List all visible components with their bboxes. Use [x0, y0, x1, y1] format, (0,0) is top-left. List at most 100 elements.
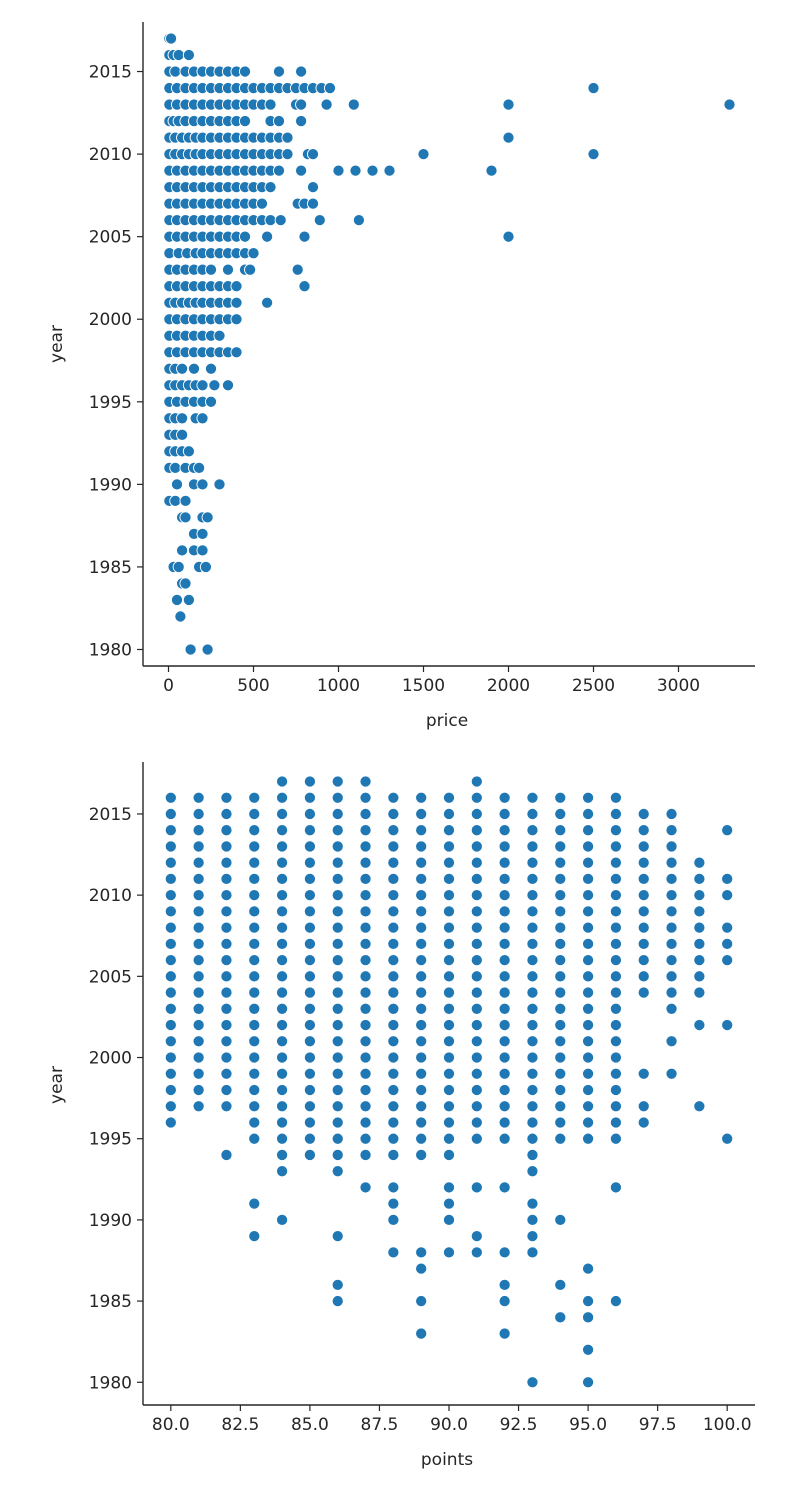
data-point [665, 889, 678, 902]
data-point [554, 1018, 567, 1032]
data-point [192, 937, 205, 950]
data-point [502, 131, 515, 144]
data-point [349, 164, 362, 177]
data-point [498, 937, 511, 950]
data-point [609, 856, 622, 869]
data-point [498, 840, 511, 853]
data-point [359, 937, 372, 950]
data-point [172, 560, 185, 573]
data-point [248, 824, 261, 837]
data-point [303, 1116, 316, 1129]
data-point [387, 840, 400, 853]
data-point [169, 461, 182, 474]
data-point [164, 1002, 177, 1015]
data-point [331, 1116, 344, 1129]
data-point [248, 970, 261, 983]
data-point [184, 643, 197, 656]
data-point [498, 807, 511, 821]
x-tick-label: 97.5 [639, 1415, 677, 1435]
data-point [248, 1083, 261, 1097]
data-point [248, 791, 261, 804]
data-point [442, 1035, 456, 1048]
data-point [164, 1067, 177, 1080]
data-point [665, 905, 678, 918]
x-tick-label: 90.0 [430, 1415, 468, 1435]
data-point [415, 986, 428, 999]
data-point [723, 98, 736, 111]
data-point [609, 1116, 622, 1129]
data-point [665, 1067, 678, 1080]
data-point [554, 856, 567, 869]
data-point [359, 1181, 372, 1194]
data-point [298, 280, 311, 293]
data-point [320, 98, 333, 111]
data-point [220, 856, 233, 869]
data-point [276, 954, 289, 967]
data-point [470, 1035, 483, 1048]
data-point [415, 872, 428, 885]
data-point [498, 1278, 511, 1291]
data-point [721, 1018, 734, 1032]
data-point [238, 65, 252, 78]
data-point [196, 412, 209, 425]
data-point [306, 197, 320, 210]
data-point [303, 1132, 316, 1145]
data-point [485, 164, 498, 177]
data-point [582, 986, 595, 999]
data-point [220, 1148, 233, 1161]
data-point [164, 905, 177, 918]
data-point [359, 1067, 372, 1080]
data-point [470, 1083, 483, 1097]
data-point [526, 824, 539, 837]
data-point [359, 954, 372, 967]
data-point [192, 1018, 205, 1032]
y-tick-label: 1990 [89, 475, 132, 495]
data-point [331, 1018, 344, 1032]
data-point [281, 148, 294, 161]
data-point [220, 905, 233, 918]
data-point [609, 840, 622, 853]
data-point [498, 986, 511, 999]
data-point [359, 970, 372, 983]
data-point [303, 807, 316, 821]
data-point [220, 921, 233, 934]
data-point [582, 1116, 595, 1129]
data-point [192, 856, 205, 869]
data-point [582, 954, 595, 967]
data-point [526, 921, 539, 934]
data-point [359, 1051, 372, 1064]
data-point [442, 1067, 456, 1080]
data-point [554, 1116, 567, 1129]
data-point [276, 1083, 289, 1097]
data-point [498, 1295, 511, 1308]
data-point [331, 1148, 344, 1161]
data-point [582, 1343, 595, 1356]
data-point [526, 954, 539, 967]
data-point [609, 905, 622, 918]
data-point [220, 1067, 233, 1080]
data-point [331, 791, 344, 804]
data-point [498, 970, 511, 983]
data-point [303, 1018, 316, 1032]
data-point [164, 937, 177, 950]
data-point [359, 1083, 372, 1097]
data-point [208, 379, 221, 392]
data-point [196, 379, 209, 392]
data-point [502, 230, 515, 243]
data-point [248, 840, 261, 853]
data-point [470, 954, 483, 967]
data-point [693, 889, 706, 902]
data-point [693, 856, 706, 869]
data-point [164, 856, 177, 869]
data-point [526, 1100, 539, 1113]
data-point [272, 164, 286, 177]
data-point [176, 362, 189, 375]
data-point [470, 1100, 483, 1113]
data-point [582, 1132, 595, 1145]
data-point [303, 775, 316, 788]
data-point [387, 954, 400, 967]
data-point [665, 856, 678, 869]
data-point [220, 791, 233, 804]
data-point [526, 1230, 539, 1243]
data-point [442, 986, 456, 999]
